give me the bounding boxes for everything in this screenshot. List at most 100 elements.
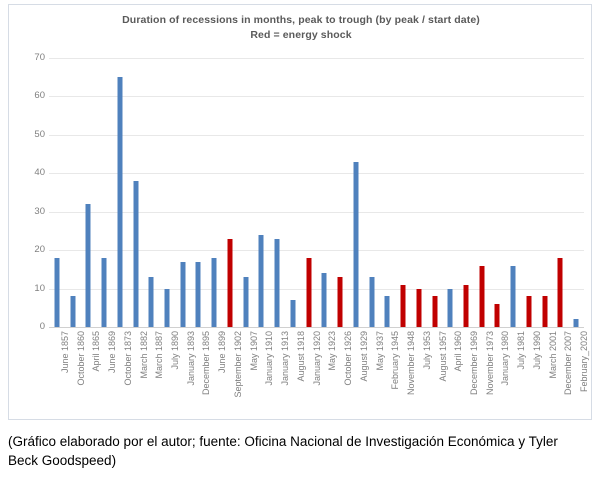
bar-slot — [49, 58, 65, 327]
bar-slot — [505, 58, 521, 327]
x-axis-tick: April 1865 — [80, 329, 101, 419]
y-axis-tick-label: 10 — [34, 282, 45, 294]
bar[interactable] — [54, 257, 60, 327]
bar-slot — [254, 58, 270, 327]
x-axis-tick: August 1918 — [285, 329, 306, 419]
bar[interactable] — [479, 265, 485, 327]
gridline-30 — [49, 211, 584, 213]
bar[interactable] — [400, 284, 406, 327]
bar[interactable] — [274, 238, 280, 327]
gridline-0 — [49, 327, 584, 328]
chart-container: Duration of recessions in months, peak t… — [8, 4, 592, 420]
bar[interactable] — [573, 319, 579, 327]
bar[interactable] — [258, 234, 264, 327]
x-axis-tick: January 1910 — [254, 329, 274, 419]
bar-slot — [269, 58, 285, 327]
y-axis-tick-label: 50 — [34, 128, 45, 140]
figure-caption: (Gráfico elaborado por el autor; fuente:… — [8, 432, 568, 470]
bar-slot — [128, 58, 144, 327]
bar[interactable] — [337, 277, 343, 327]
x-axis-tick: November 1973 — [474, 329, 495, 419]
bar[interactable] — [542, 296, 548, 327]
bar-slot — [159, 58, 175, 327]
gridline-60 — [49, 96, 584, 98]
x-axis-tick: October 1860 — [65, 329, 86, 419]
bar-slot — [143, 58, 159, 327]
bar[interactable] — [384, 296, 390, 327]
bar-slot — [474, 58, 490, 327]
bar[interactable] — [306, 257, 312, 327]
bar[interactable] — [70, 296, 76, 327]
x-axis-tick: May 1907 — [238, 329, 259, 419]
x-axis-tick: July 1981 — [505, 329, 526, 419]
x-axis-tick: July 1953 — [411, 329, 432, 419]
bar[interactable] — [432, 296, 437, 327]
x-axis-tick: September 1902 — [222, 329, 243, 419]
bar-slot — [490, 58, 506, 327]
bar-slot — [568, 58, 584, 327]
caption-line2: Económica y Tyler Beck Goodspeed) — [8, 434, 558, 468]
x-axis-tick: January 1980 — [490, 329, 510, 419]
gridline-70 — [49, 58, 584, 59]
bar[interactable] — [164, 288, 170, 327]
y-axis-tick-label: 60 — [34, 90, 45, 102]
x-axis-tick: July 1990 — [521, 329, 542, 419]
caption-line1: (Gráfico elaborado por el autor; fuente:… — [8, 434, 445, 449]
gridline-40 — [49, 173, 584, 175]
bar-slot — [285, 58, 301, 327]
bar[interactable] — [321, 273, 327, 327]
y-axis-tick-label: 0 — [39, 321, 45, 332]
bar[interactable] — [195, 261, 201, 327]
bar[interactable] — [526, 296, 532, 327]
x-axis-tick: October 1873 — [112, 329, 133, 419]
chart-title: Duration of recessions in months, peak t… — [9, 13, 593, 43]
bar[interactable] — [353, 161, 359, 327]
x-axis-tick: March 1882 — [128, 329, 149, 419]
bar-slot — [364, 58, 380, 327]
bar[interactable] — [148, 277, 154, 327]
bar[interactable] — [510, 265, 516, 327]
x-axis-tick: December 1969 — [458, 329, 479, 419]
x-axis-tick: March 2001 — [537, 329, 558, 419]
bar[interactable] — [243, 277, 249, 327]
bar[interactable] — [463, 284, 469, 327]
x-axis-tick: August 1957 — [427, 329, 448, 419]
bar[interactable] — [290, 300, 296, 327]
bar[interactable] — [133, 180, 139, 327]
bar-slot — [395, 58, 411, 327]
bar-slot — [317, 58, 333, 327]
x-axis-tick: January 1913 — [269, 329, 290, 419]
x-axis-tick: June 1899 — [206, 329, 227, 419]
chart-title-line1: Duration of recessions in months, peak t… — [122, 14, 480, 26]
x-axis-tick: January 1920 — [301, 329, 322, 419]
bar-slot — [301, 58, 317, 327]
x-axis: June 1857 October 1860 April 1865 June 1869… — [49, 329, 589, 419]
x-axis-tick: June 1869 — [96, 329, 117, 419]
y-axis-tick-label: 20 — [34, 244, 45, 256]
bar[interactable] — [416, 288, 422, 327]
bar[interactable] — [227, 238, 233, 327]
bar[interactable] — [101, 257, 107, 327]
bar-slot — [80, 58, 96, 327]
x-axis-tick: July 1890 — [159, 329, 180, 419]
gridline-20 — [49, 250, 584, 252]
bar-slot — [96, 58, 112, 327]
bar[interactable] — [117, 77, 123, 327]
x-axis-tick: December 1895 — [191, 329, 211, 419]
bar[interactable] — [447, 288, 453, 327]
bar-slot — [537, 58, 553, 327]
bar-slot — [427, 58, 443, 327]
bar[interactable] — [494, 303, 500, 327]
bar[interactable] — [85, 204, 91, 327]
x-axis-tick: May 1937 — [364, 329, 385, 419]
bar[interactable] — [180, 261, 186, 327]
bar[interactable] — [211, 257, 217, 327]
bar-slot — [175, 58, 191, 327]
bar-slot — [332, 58, 348, 327]
bar[interactable] — [369, 277, 375, 327]
x-axis-tick: January 1893 — [175, 329, 196, 419]
bar-slot — [411, 58, 427, 327]
bar-slot — [553, 58, 569, 327]
x-axis-tick: November 1948 — [395, 329, 416, 419]
bar[interactable] — [557, 257, 563, 327]
